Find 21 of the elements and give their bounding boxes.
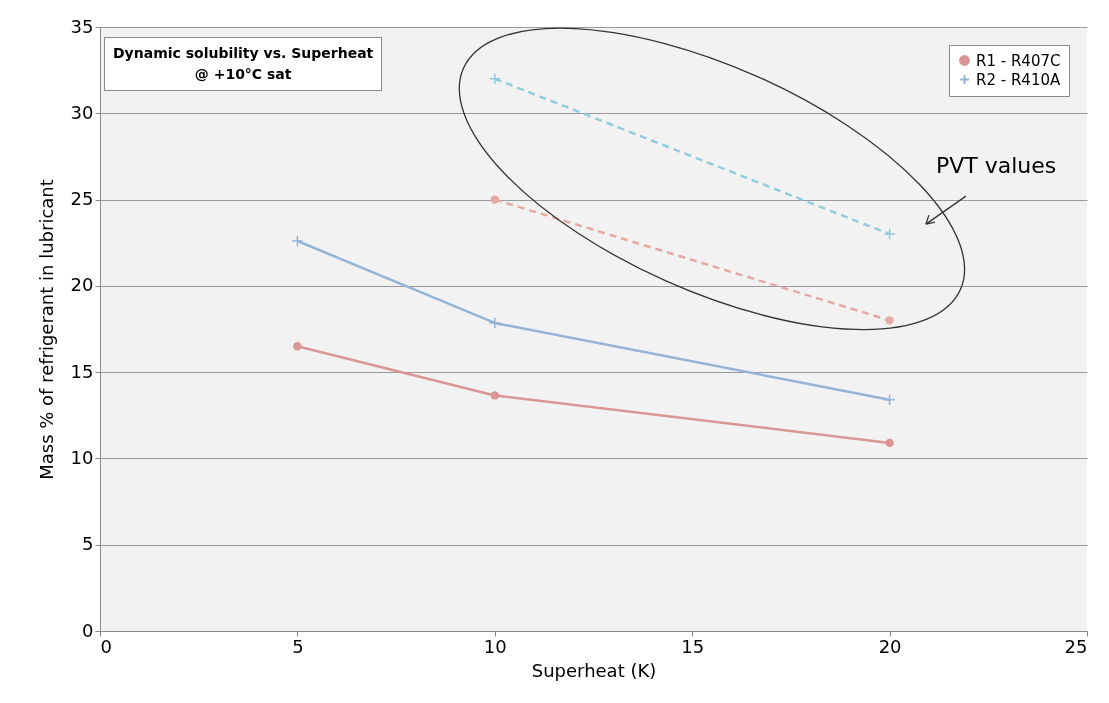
y-tick-label: 30 <box>70 101 94 123</box>
y-tick-label: 5 <box>82 533 94 555</box>
x-tick-label: 5 <box>292 635 304 657</box>
y-tick-label: 15 <box>70 360 94 382</box>
text: @ +10°C sat <box>193 65 293 84</box>
legend-label: R2 - R410A <box>976 70 1061 89</box>
x-tick-label: 25 <box>1064 635 1088 657</box>
x-tick-label: 20 <box>878 635 902 657</box>
x-tick-label: 15 <box>681 635 705 657</box>
y-tick-label: 20 <box>70 274 94 296</box>
x-tick-label: 10 <box>483 635 507 657</box>
y-tick-label: 10 <box>70 446 94 468</box>
legend-label: R1 - R407C <box>976 51 1061 70</box>
y-tick-label: 25 <box>70 188 94 210</box>
y-tick-label: 0 <box>82 619 94 641</box>
y-tick-label: 35 <box>70 15 94 37</box>
y-axis-title: Mass % of refrigerant in lubricant <box>35 179 57 480</box>
text: Dynamic solubility vs. Superheat <box>113 44 374 63</box>
annotation: PVT values <box>935 152 1057 178</box>
x-axis-title: Superheat (K) <box>531 659 657 681</box>
x-tick-label: 0 <box>100 635 112 657</box>
